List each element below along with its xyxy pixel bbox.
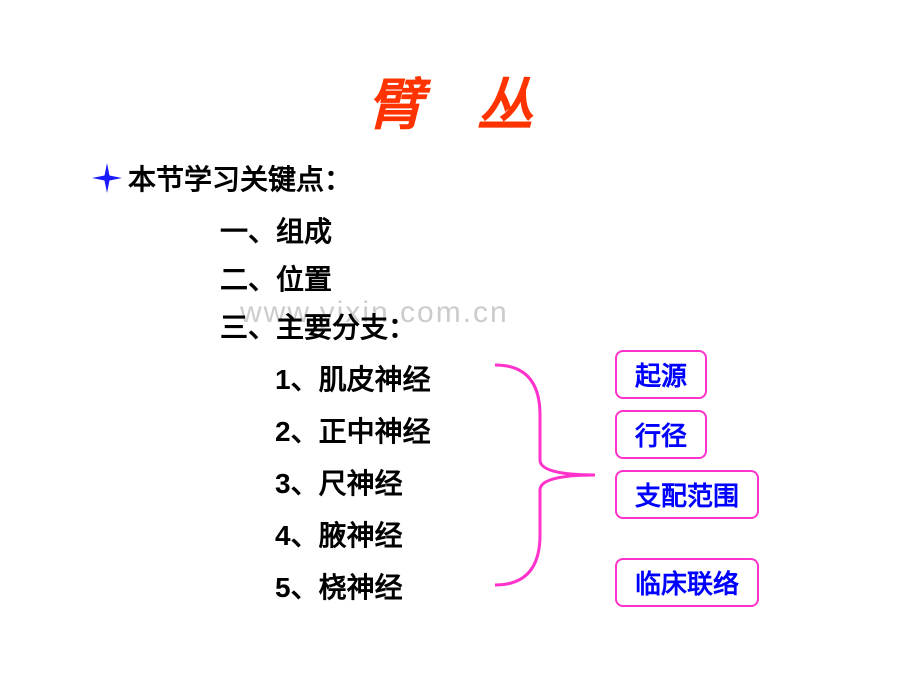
- branch-item-2: 3、尺神经: [275, 462, 403, 502]
- section-header: 本节学习关键点：: [92, 158, 352, 198]
- outline-item-2: 三、主要分支：: [220, 306, 416, 346]
- tag-box-1: 行径: [615, 410, 707, 459]
- branch-item-3: 4、腋神经: [275, 514, 403, 554]
- section-header-text: 本节学习关键点：: [128, 158, 352, 198]
- outline-item-0: 一、组成: [220, 210, 332, 250]
- brace-connector: [490, 360, 600, 590]
- slide-title: 臂 丛: [367, 60, 553, 141]
- tag-box-0: 起源: [615, 350, 707, 399]
- star-icon: [92, 163, 122, 193]
- brace-path: [495, 365, 595, 585]
- branch-item-0: 1、肌皮神经: [275, 358, 431, 398]
- outline-item-1: 二、位置: [220, 258, 332, 298]
- star-path: [92, 163, 122, 193]
- branch-item-1: 2、正中神经: [275, 410, 431, 450]
- tag-box-2: 支配范围: [615, 470, 759, 519]
- branch-item-4: 5、桡神经: [275, 566, 403, 606]
- tag-box-3: 临床联络: [615, 558, 759, 607]
